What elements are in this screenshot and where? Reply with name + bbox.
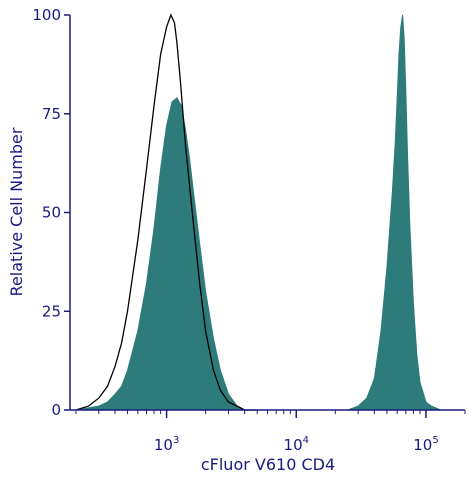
x-tick-label-0: 103: [154, 435, 179, 454]
y-tick-label-2: 50: [42, 204, 61, 222]
x-tick-label-2: 105: [413, 435, 438, 454]
y-tick-label-4: 100: [32, 6, 61, 24]
filled-histogram-2: [347, 14, 441, 411]
plot-area: [75, 13, 441, 411]
y-axis-title: Relative Cell Number: [7, 127, 26, 296]
x-tick-label-1: 104: [284, 435, 309, 454]
outline-histogram-0: [75, 13, 258, 411]
y-tick-label-1: 25: [42, 302, 61, 320]
filled-histogram-1: [75, 97, 258, 411]
tick-marks: 0 25 50 75 100 103 104 105: [32, 6, 466, 454]
y-tick-label-3: 75: [42, 105, 61, 123]
y-tick-label-0: 0: [51, 401, 61, 419]
x-axis-title: cFluor V610 CD4: [201, 455, 335, 474]
